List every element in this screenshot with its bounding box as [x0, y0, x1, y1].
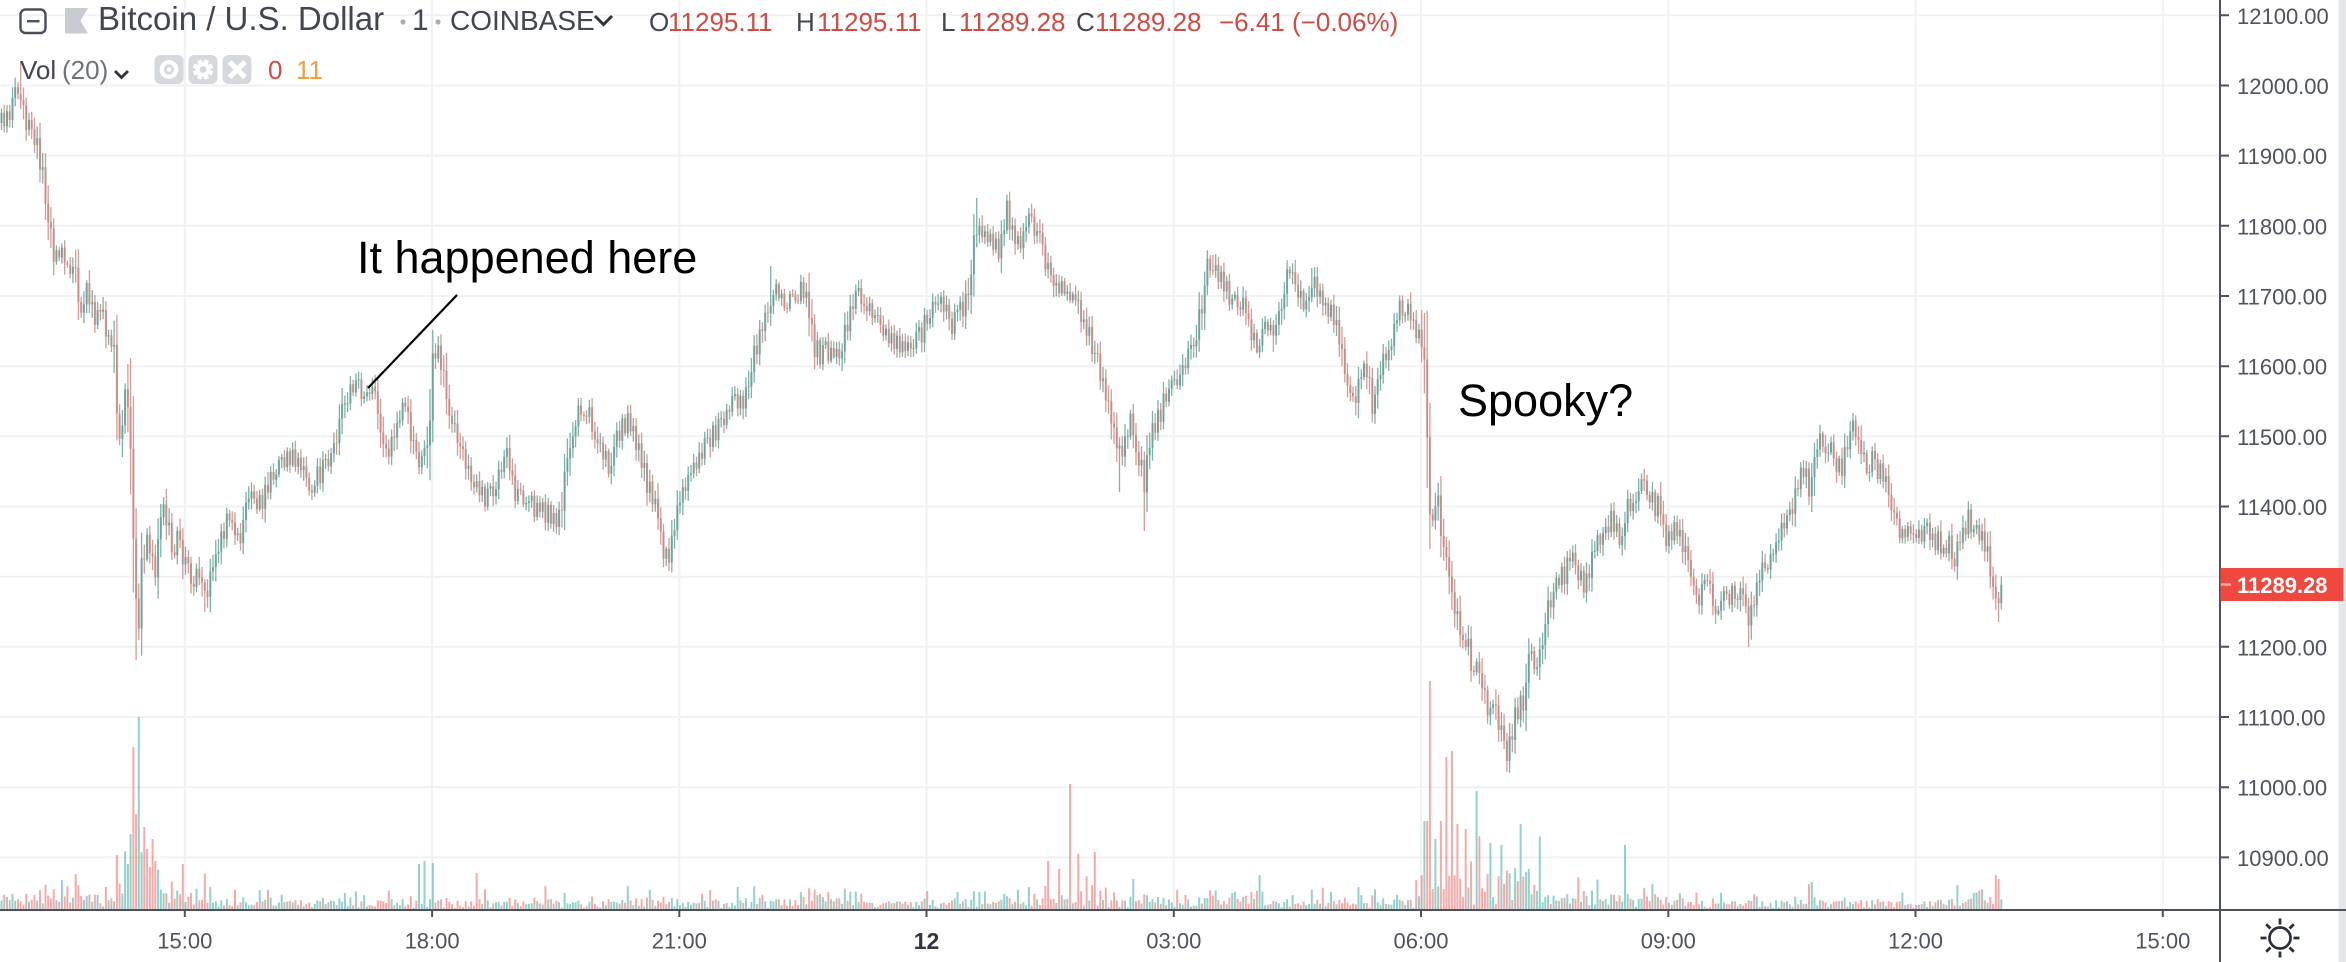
svg-text:1: 1	[412, 4, 429, 37]
svg-text:−6.41 (−0.06%): −6.41 (−0.06%)	[1219, 7, 1398, 37]
svg-text:11100.00: 11100.00	[2237, 706, 2326, 731]
svg-text:Spooky?: Spooky?	[1458, 375, 1633, 426]
svg-text:11800.00: 11800.00	[2237, 214, 2327, 239]
svg-text:11: 11	[296, 55, 323, 85]
svg-text:11200.00: 11200.00	[2237, 635, 2327, 660]
svg-text:12:00: 12:00	[1888, 929, 1943, 954]
svg-text:Bitcoin / U.S. Dollar: Bitcoin / U.S. Dollar	[98, 0, 384, 37]
svg-text:C: C	[1076, 7, 1095, 37]
svg-text:11400.00: 11400.00	[2237, 495, 2327, 520]
svg-text:11600.00: 11600.00	[2237, 355, 2327, 380]
svg-text:O: O	[649, 7, 669, 37]
svg-text:10900.00: 10900.00	[2237, 846, 2329, 871]
svg-text:11295.11: 11295.11	[817, 7, 922, 37]
svg-text:15:00: 15:00	[2135, 929, 2190, 954]
svg-text:11295.11: 11295.11	[668, 7, 773, 37]
svg-text:21:00: 21:00	[652, 929, 707, 954]
svg-text:H: H	[796, 7, 815, 37]
svg-text:11700.00: 11700.00	[2237, 285, 2327, 310]
svg-text:11289.28: 11289.28	[1095, 7, 1202, 37]
svg-text:It happened here: It happened here	[357, 232, 697, 283]
svg-text:12100.00: 12100.00	[2237, 4, 2329, 29]
svg-text:0: 0	[268, 55, 282, 85]
svg-text:COINBASE: COINBASE	[450, 5, 595, 36]
svg-text:11000.00: 11000.00	[2237, 776, 2327, 801]
svg-text:11289.28: 11289.28	[2237, 573, 2328, 598]
svg-text:11289.28: 11289.28	[959, 7, 1066, 37]
svg-text:12000.00: 12000.00	[2237, 74, 2329, 99]
svg-text:15:00: 15:00	[157, 929, 212, 954]
svg-text:03:00: 03:00	[1146, 929, 1201, 954]
svg-text:09:00: 09:00	[1641, 929, 1696, 954]
svg-text:(20): (20)	[62, 55, 108, 85]
svg-text:11500.00: 11500.00	[2237, 425, 2327, 450]
svg-text:L: L	[941, 7, 955, 37]
svg-text:11900.00: 11900.00	[2237, 144, 2327, 169]
svg-text:12: 12	[914, 928, 940, 954]
svg-text:Vol: Vol	[20, 55, 56, 85]
svg-text:18:00: 18:00	[405, 929, 460, 954]
svg-text:06:00: 06:00	[1393, 929, 1448, 954]
